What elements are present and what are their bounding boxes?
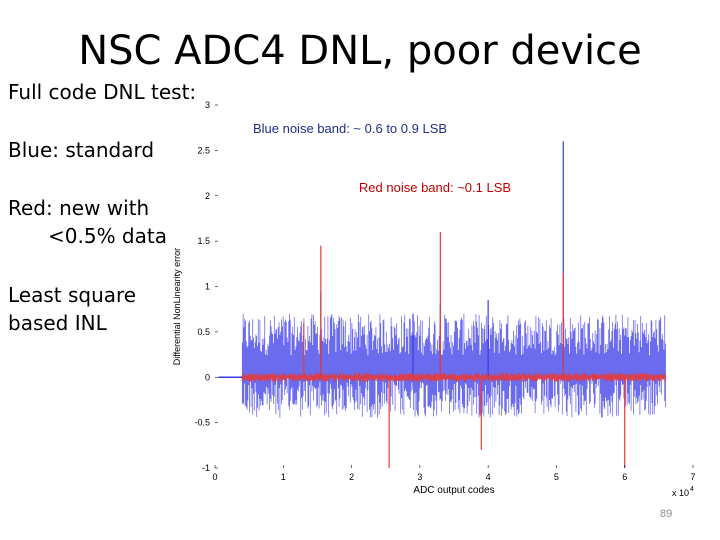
red-legend-text: Red: new with (8, 196, 150, 220)
x-tick-label-4: 4 (486, 472, 491, 482)
red-noise-annotation: Red noise band: ~0.1 LSB (359, 180, 511, 195)
y-tick-label-1: -0.5 (194, 418, 210, 428)
x-tick-label-7: 7 (690, 472, 695, 482)
least-square-text: Least square (8, 283, 137, 307)
x-multiplier-exp: 4 (690, 486, 694, 493)
x-tick-label-2: 2 (349, 472, 354, 482)
inl-text: based INL (8, 311, 107, 335)
slide-title: NSC ADC4 DNL, poor device (78, 28, 642, 74)
y-tick-label-3: 0.5 (197, 327, 210, 337)
y-tick-label-5: 1.5 (197, 236, 210, 246)
red-noise-band (241, 372, 666, 382)
y-tick-label-0: -1 (202, 463, 210, 473)
x-multiplier-label: x 10 (672, 488, 689, 498)
full-code-label: Full code DNL test: (8, 80, 197, 104)
x-tick-label-5: 5 (554, 472, 559, 482)
y-axis-label: Differential NonLinearity error (172, 248, 182, 365)
y-tick-label-4: 1 (205, 282, 210, 292)
x-tick-label-1: 1 (281, 472, 286, 482)
blue-noise-band (241, 313, 666, 418)
slide-number: 89 (660, 508, 673, 520)
x-axis-label: ADC output codes (413, 485, 494, 496)
y-tick-label-7: 2.5 (197, 145, 210, 155)
y-tick-label-2: 0 (205, 372, 210, 382)
red-legend-text-cont: <0.5% data (48, 224, 167, 248)
x-tick-label-6: 6 (622, 472, 627, 482)
x-tick-label-3: 3 (417, 472, 422, 482)
red-series (241, 232, 666, 468)
y-tick-label-8: 3 (205, 100, 210, 110)
blue-noise-annotation: Blue noise band: ~ 0.6 to 0.9 LSB (253, 121, 447, 136)
y-tick-label-6: 2 (205, 191, 210, 201)
blue-legend-text: Blue: standard (8, 138, 155, 162)
x-tick-label-0: 0 (212, 472, 217, 482)
